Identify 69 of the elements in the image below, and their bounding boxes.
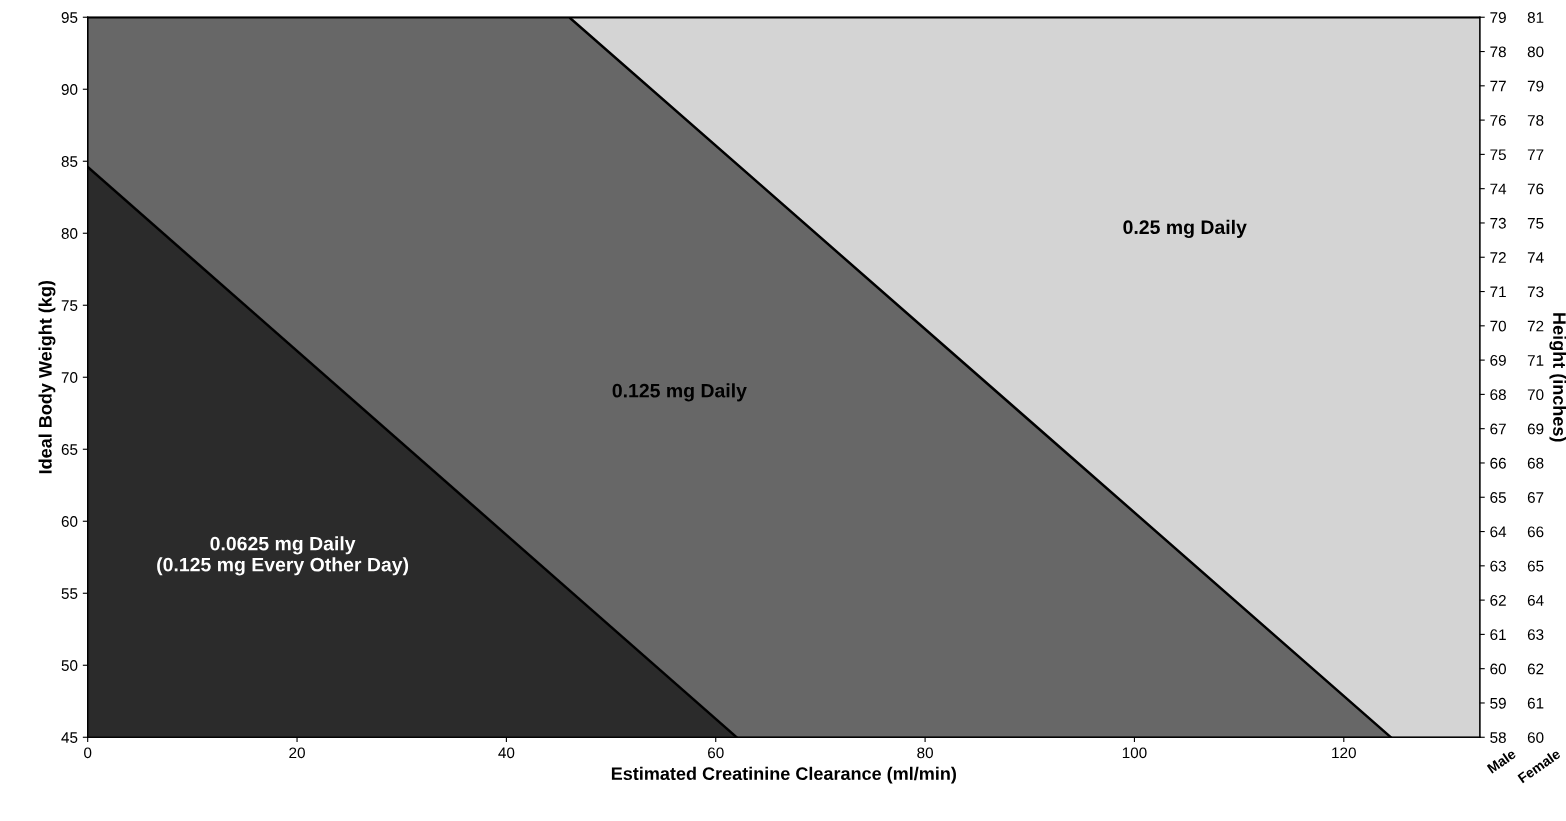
y2-tick-label: 72 — [1490, 252, 1506, 263]
y2-tick-label: 62 — [1490, 594, 1506, 606]
y3-tick-label: 60 — [1527, 732, 1544, 743]
y2-tick-label: 77 — [1490, 80, 1506, 92]
y-tick-label: 85 — [61, 156, 78, 167]
y2-tick-label: 70 — [1490, 320, 1506, 332]
y2-tick-label: 71 — [1490, 286, 1506, 298]
x-tick-label: 20 — [289, 747, 305, 759]
y-tick-label: 75 — [61, 300, 78, 311]
y2-tick-label: 67 — [1490, 423, 1506, 435]
y3-tick-label: 65 — [1527, 560, 1544, 572]
y3-tick-label: 67 — [1527, 492, 1544, 503]
annotation: 0.25 mg Daily — [1123, 219, 1247, 239]
y3-tick-label: 62 — [1527, 663, 1544, 675]
y3-tick-label: 68 — [1527, 457, 1544, 469]
x-axis-title: Estimated Creatinine Clearance (ml/min) — [611, 766, 956, 784]
y2-tick-label: 75 — [1490, 149, 1506, 161]
y2-axis-title: Height (inches) — [1549, 313, 1566, 442]
y2-tick-label: 66 — [1490, 457, 1506, 469]
y3-tick-label: 63 — [1527, 629, 1544, 641]
y3-tick-label: 69 — [1527, 423, 1544, 435]
y-tick-label: 95 — [61, 12, 78, 23]
y3-tick-label: 64 — [1527, 594, 1544, 606]
y3-tick-label: 71 — [1527, 355, 1544, 366]
y-tick-label: 55 — [61, 588, 78, 599]
y2-tick-label: 61 — [1490, 629, 1506, 641]
y3-tick-label: 78 — [1527, 114, 1544, 126]
y3-tick-label: 61 — [1527, 697, 1544, 709]
y-tick-label: 60 — [61, 516, 78, 527]
y-tick-label: 45 — [61, 732, 78, 743]
y3-tick-label: 75 — [1527, 217, 1544, 229]
y2-tick-label: 59 — [1490, 697, 1506, 709]
text: Male — [1486, 748, 1517, 774]
y3-tick-label: 73 — [1527, 286, 1544, 298]
y3-tick-label: 77 — [1527, 149, 1544, 160]
y2-tick-label: 63 — [1490, 560, 1506, 572]
y2-tick-label: 73 — [1490, 217, 1506, 229]
y-tick-label: 50 — [61, 660, 78, 671]
y2-tick-label: 68 — [1490, 389, 1506, 401]
y3-tick-label: 74 — [1527, 252, 1544, 263]
y2-tick-label: 58 — [1490, 732, 1506, 743]
x-tick-label: 60 — [708, 747, 724, 759]
y2-tick-label: 60 — [1490, 663, 1506, 675]
annotation: 0.0625 mg Daily (0.125 mg Every Other Day) — [157, 536, 409, 576]
y2-tick-label: 74 — [1490, 183, 1507, 195]
y2-tick-label: 78 — [1490, 46, 1506, 58]
y3-tick-label: 66 — [1527, 526, 1544, 538]
y2-tick-label: 64 — [1490, 526, 1507, 538]
y2-tick-label: 69 — [1490, 354, 1506, 366]
y-tick-label: 70 — [61, 372, 78, 383]
x-tick-label: 40 — [498, 747, 515, 759]
y3-tick-label: 80 — [1527, 46, 1544, 58]
annotation: 0.125 mg Daily — [612, 383, 747, 402]
y-tick-label: 80 — [61, 228, 78, 239]
x-tick-label: 100 — [1122, 747, 1147, 759]
x-tick-label: 120 — [1332, 747, 1356, 759]
y-tick-label: 90 — [61, 84, 78, 95]
y3-tick-label: 70 — [1527, 389, 1544, 401]
x-tick-label: 80 — [917, 747, 933, 759]
y2-tick-label: 79 — [1490, 12, 1506, 23]
y-tick-label: 65 — [61, 444, 78, 455]
y3-tick-label: 81 — [1527, 12, 1544, 23]
x-tick-label: 0 — [84, 747, 92, 759]
y3-tick-label: 76 — [1527, 183, 1544, 195]
y3-tick-label: 79 — [1527, 80, 1544, 92]
y3-tick-label: 72 — [1527, 320, 1544, 332]
y-axis-title: Ideal Body Weight (kg) — [38, 281, 56, 474]
y2-tick-label: 65 — [1490, 492, 1506, 503]
y2-tick-label: 76 — [1490, 114, 1506, 126]
